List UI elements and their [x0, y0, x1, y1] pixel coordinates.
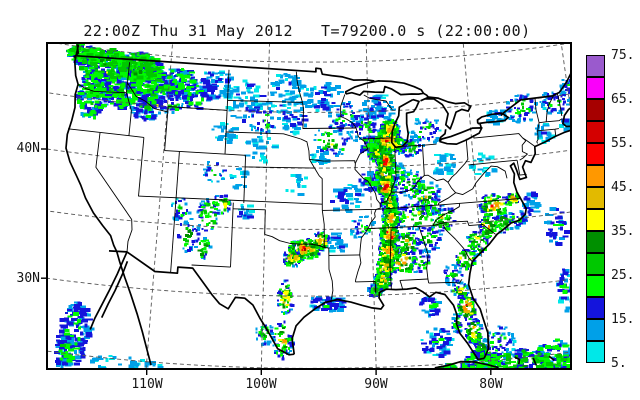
colorbar-box — [586, 297, 605, 319]
coastlines-and-lakes — [65, 44, 571, 369]
colorbar-box — [586, 165, 605, 187]
colorbar-box — [586, 231, 605, 253]
lon-tick-label: 80W — [479, 377, 503, 392]
lat-tick-label: 30N — [16, 271, 40, 286]
colorbar-label: 75. — [611, 48, 635, 63]
colorbar-box — [586, 209, 605, 231]
lon-tick-label: 110W — [131, 377, 163, 392]
colorbar-box — [586, 187, 605, 209]
colorbar-label: 55. — [611, 136, 635, 151]
colorbar-label: 35. — [611, 224, 635, 239]
colorbar-box — [586, 99, 605, 121]
title-datetime: 22:00Z Thu 31 May 2012 — [83, 22, 293, 40]
colorbar-box — [586, 319, 605, 341]
page-title: 22:00Z Thu 31 May 2012 T=79200.0 s (22:0… — [0, 22, 614, 40]
lon-tick-label: 100W — [245, 377, 277, 392]
colorbar-box — [586, 55, 605, 77]
lon-tick-label: 90W — [364, 377, 388, 392]
colorbar-label: 15. — [611, 312, 635, 327]
colorbar-box — [586, 77, 605, 99]
colorbar-box — [586, 253, 605, 275]
axis-ticks — [41, 148, 492, 375]
colorbar-label: 65. — [611, 92, 635, 107]
lat-tick-label: 40N — [16, 141, 40, 156]
state-borders — [68, 62, 563, 300]
colorbar-label: 45. — [611, 180, 635, 195]
colorbar-label: 5. — [611, 356, 627, 371]
colorbar-box — [586, 275, 605, 297]
map-clipped-content — [47, 43, 571, 369]
colorbar-box — [586, 341, 605, 363]
colorbar-box — [586, 121, 605, 143]
colorbar-label: 25. — [611, 268, 635, 283]
map-frame — [46, 42, 572, 370]
latlon-gridlines — [47, 43, 571, 369]
precip-echoes — [53, 43, 571, 369]
colorbar-box — [586, 143, 605, 165]
title-model-time: T=79200.0 s (22:00:00) — [321, 22, 531, 40]
